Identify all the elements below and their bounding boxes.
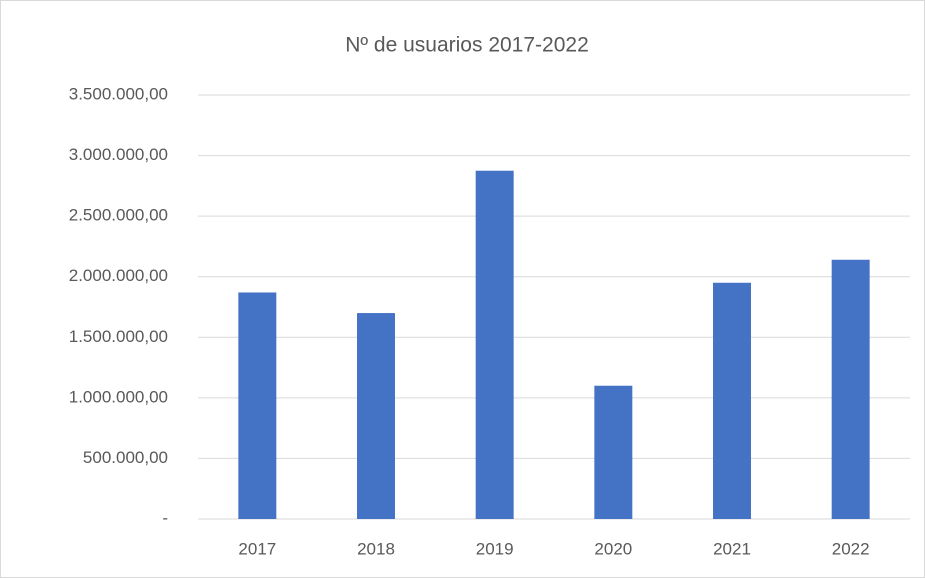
- y-tick-label: -: [162, 508, 168, 527]
- y-tick-label: 2.500.000,00: [69, 206, 168, 225]
- chart-title: Nº de usuarios 2017-2022: [345, 34, 589, 57]
- bar: [475, 170, 514, 519]
- bar: [713, 282, 751, 519]
- x-tick-label: 2022: [832, 539, 870, 558]
- bar: [357, 313, 395, 519]
- x-tick-label: 2020: [594, 539, 632, 558]
- bar: [831, 259, 870, 519]
- x-tick-label: 2021: [713, 539, 751, 558]
- x-tick-label: 2017: [238, 539, 276, 558]
- bar: [594, 385, 633, 519]
- y-tick-label: 1.000.000,00: [69, 387, 168, 406]
- y-tick-label: 500.000,00: [83, 448, 168, 467]
- x-tick-label: 2018: [357, 539, 395, 558]
- bar: [238, 292, 277, 519]
- y-tick-label: 3.000.000,00: [69, 145, 168, 164]
- y-tick-label: 3.500.000,00: [69, 84, 168, 103]
- y-tick-label: 1.500.000,00: [69, 327, 168, 346]
- y-tick-label: 2.000.000,00: [69, 266, 168, 285]
- x-tick-label: 2019: [476, 539, 514, 558]
